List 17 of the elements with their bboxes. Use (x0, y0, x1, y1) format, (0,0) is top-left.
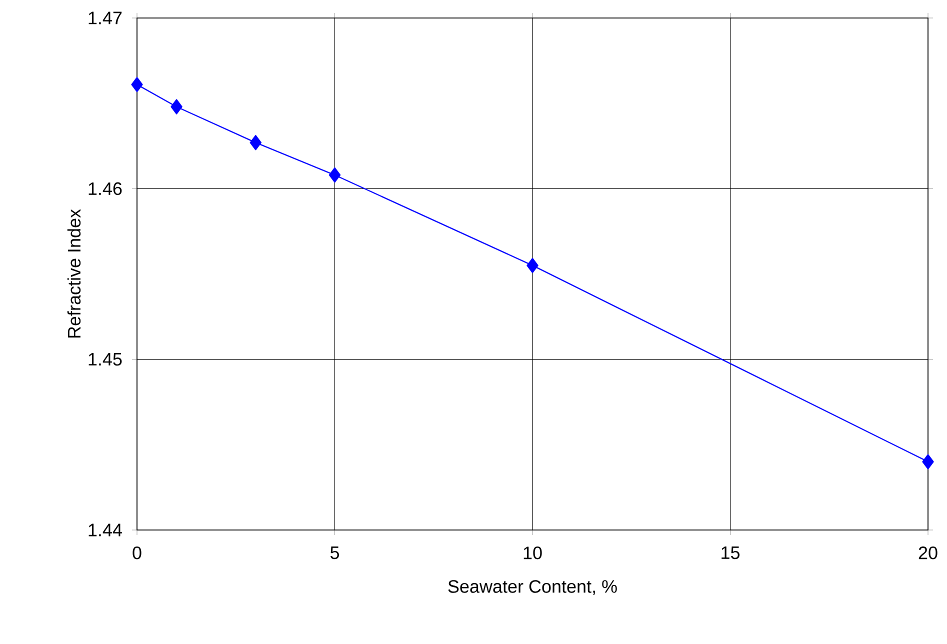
x-tick-label: 15 (722, 546, 740, 560)
x-tick-label: 0 (132, 546, 142, 560)
point (250, 134, 262, 150)
point (170, 99, 182, 114)
point (526, 258, 538, 274)
y-axis-title: Refractive Index (67, 209, 81, 338)
y-tick-label: 1.47 (88, 12, 122, 24)
point (328, 167, 341, 183)
x-tick-label: 10 (524, 546, 542, 560)
x-tick-label: 5 (330, 546, 339, 560)
x-tick-label: 20 (918, 546, 938, 560)
x-axis-title: Seawater Content, % (448, 580, 617, 595)
y-tick-label: 1.45 (88, 353, 122, 366)
y-tick-label: 1.44 (88, 524, 122, 536)
y-tick-label: 1.46 (88, 182, 122, 196)
point (131, 76, 143, 92)
point (922, 454, 934, 470)
